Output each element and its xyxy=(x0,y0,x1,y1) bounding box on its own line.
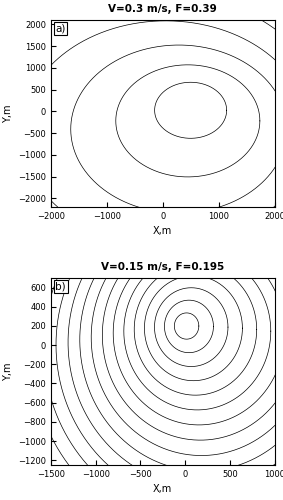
Text: b): b) xyxy=(55,282,66,292)
Y-axis label: Y,m: Y,m xyxy=(3,362,12,381)
X-axis label: X,m: X,m xyxy=(153,226,172,236)
Title: V=0.3 m/s, F=0.39: V=0.3 m/s, F=0.39 xyxy=(108,4,217,14)
X-axis label: X,m: X,m xyxy=(153,484,172,494)
Title: V=0.15 m/s, F=0.195: V=0.15 m/s, F=0.195 xyxy=(101,262,224,272)
Text: a): a) xyxy=(55,24,66,34)
Y-axis label: Y,m: Y,m xyxy=(3,104,12,122)
